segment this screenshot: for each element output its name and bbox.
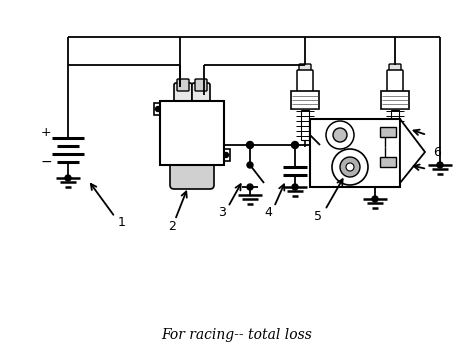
FancyBboxPatch shape xyxy=(387,70,403,94)
Circle shape xyxy=(326,121,354,149)
Circle shape xyxy=(292,142,299,148)
FancyBboxPatch shape xyxy=(177,79,189,91)
Circle shape xyxy=(437,162,443,168)
FancyBboxPatch shape xyxy=(381,91,409,109)
FancyBboxPatch shape xyxy=(195,79,207,91)
Circle shape xyxy=(333,128,347,142)
Text: For racing-- total loss: For racing-- total loss xyxy=(162,328,312,342)
Circle shape xyxy=(247,184,253,190)
Circle shape xyxy=(246,142,254,148)
FancyBboxPatch shape xyxy=(389,64,401,74)
Polygon shape xyxy=(400,119,425,183)
Bar xyxy=(160,101,224,165)
Bar xyxy=(380,127,396,137)
Circle shape xyxy=(247,162,253,168)
Circle shape xyxy=(292,184,298,190)
Bar xyxy=(154,103,162,115)
Circle shape xyxy=(346,163,354,171)
Text: 3: 3 xyxy=(218,207,226,219)
FancyBboxPatch shape xyxy=(170,159,214,189)
Circle shape xyxy=(224,153,228,158)
FancyBboxPatch shape xyxy=(174,83,192,105)
Circle shape xyxy=(372,196,378,202)
FancyBboxPatch shape xyxy=(192,83,210,105)
Text: 5: 5 xyxy=(314,211,322,224)
Text: −: − xyxy=(40,155,52,169)
Bar xyxy=(301,110,309,140)
Text: 4: 4 xyxy=(264,207,272,219)
Text: 6: 6 xyxy=(433,146,441,158)
FancyBboxPatch shape xyxy=(171,114,213,156)
Circle shape xyxy=(382,144,388,150)
Circle shape xyxy=(155,106,161,111)
Circle shape xyxy=(332,149,368,185)
Text: 1: 1 xyxy=(118,217,126,229)
Bar xyxy=(310,119,400,187)
Bar xyxy=(380,157,396,167)
Bar xyxy=(222,149,230,161)
Bar xyxy=(391,110,399,140)
Circle shape xyxy=(340,157,360,177)
FancyBboxPatch shape xyxy=(297,70,313,94)
Text: 2: 2 xyxy=(168,220,176,234)
FancyBboxPatch shape xyxy=(291,91,319,109)
FancyBboxPatch shape xyxy=(299,64,311,74)
Circle shape xyxy=(317,142,323,148)
Circle shape xyxy=(65,175,71,181)
Text: +: + xyxy=(41,126,51,138)
